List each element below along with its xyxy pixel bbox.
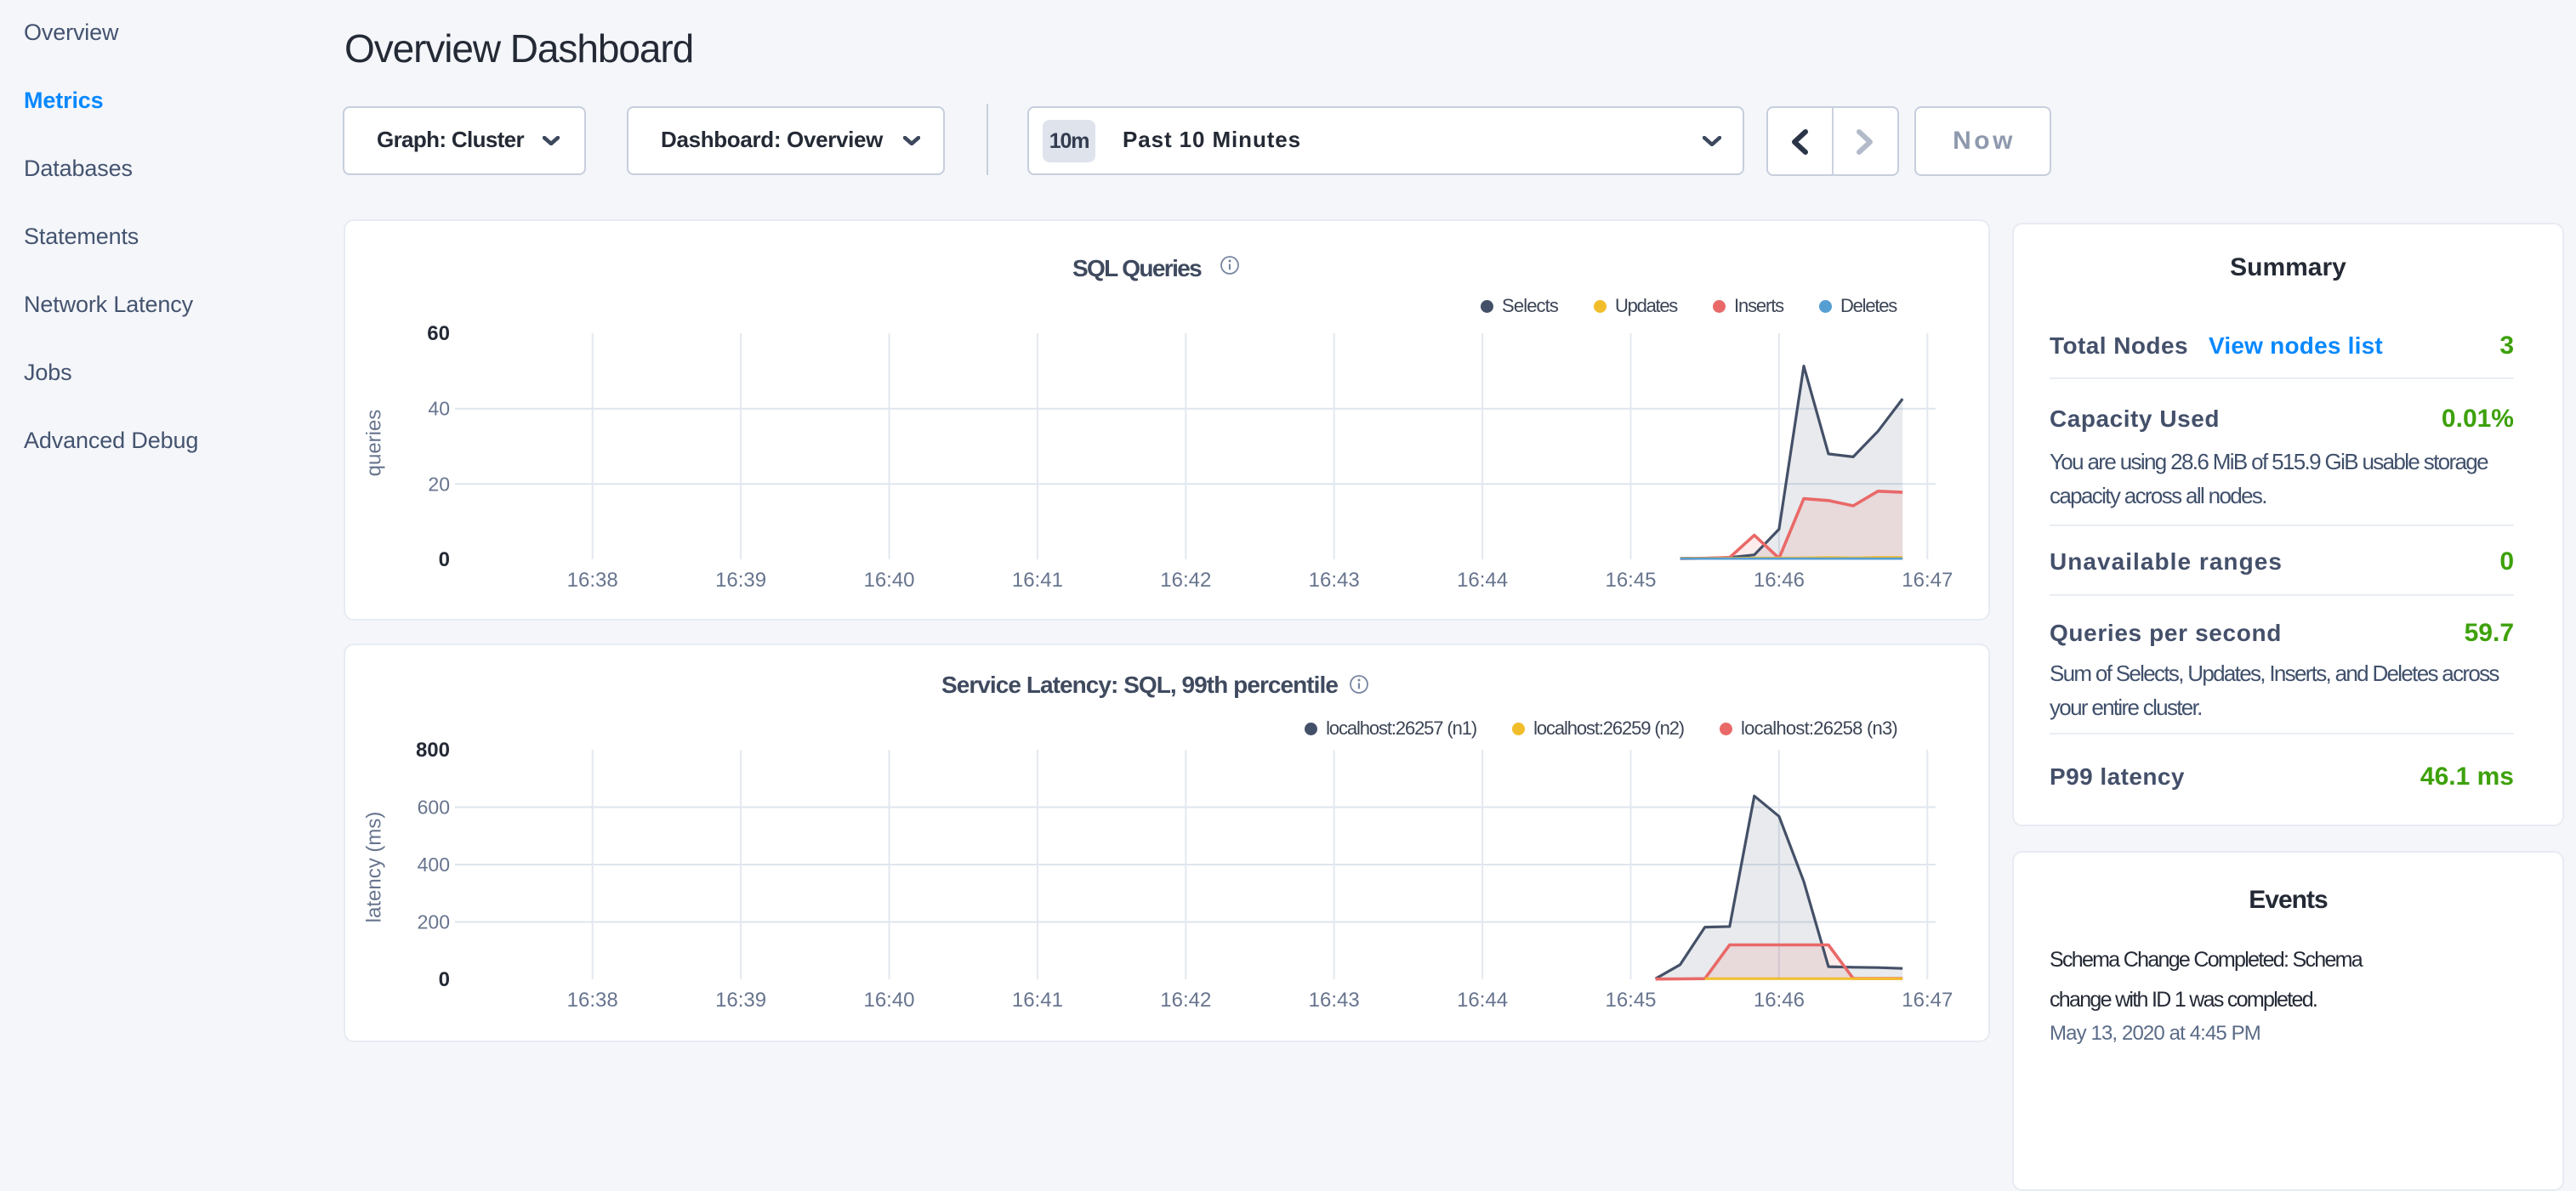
svg-text:16:47: 16:47 (1902, 989, 1953, 1012)
svg-text:16:47: 16:47 (1902, 569, 1953, 592)
svg-text:16:44: 16:44 (1457, 989, 1508, 1012)
svg-text:16:41: 16:41 (1012, 569, 1063, 592)
svg-text:queries: queries (363, 410, 386, 477)
svg-text:16:43: 16:43 (1309, 569, 1360, 592)
svg-text:16:46: 16:46 (1754, 569, 1805, 592)
svg-text:16:41: 16:41 (1012, 989, 1063, 1012)
svg-text:16:45: 16:45 (1605, 989, 1656, 1012)
svg-text:latency (ms): latency (ms) (363, 812, 386, 923)
svg-text:800: 800 (416, 739, 450, 762)
svg-text:16:43: 16:43 (1309, 989, 1360, 1012)
svg-text:16:42: 16:42 (1160, 569, 1211, 592)
svg-text:0: 0 (439, 968, 450, 991)
svg-text:200: 200 (418, 911, 450, 933)
svg-text:16:42: 16:42 (1160, 989, 1211, 1012)
svg-text:20: 20 (428, 473, 450, 495)
svg-text:16:44: 16:44 (1457, 569, 1508, 592)
svg-text:16:40: 16:40 (863, 989, 914, 1012)
svg-text:0: 0 (439, 548, 450, 571)
svg-text:16:38: 16:38 (567, 569, 618, 592)
svg-text:16:39: 16:39 (715, 569, 766, 592)
svg-text:16:38: 16:38 (567, 989, 618, 1012)
svg-text:400: 400 (418, 854, 450, 876)
svg-text:600: 600 (418, 797, 450, 819)
svg-text:16:39: 16:39 (715, 989, 766, 1012)
svg-text:40: 40 (428, 398, 450, 420)
svg-text:16:46: 16:46 (1754, 989, 1805, 1012)
svg-text:60: 60 (427, 322, 450, 345)
svg-text:16:40: 16:40 (863, 569, 914, 592)
svg-text:16:45: 16:45 (1605, 569, 1656, 592)
